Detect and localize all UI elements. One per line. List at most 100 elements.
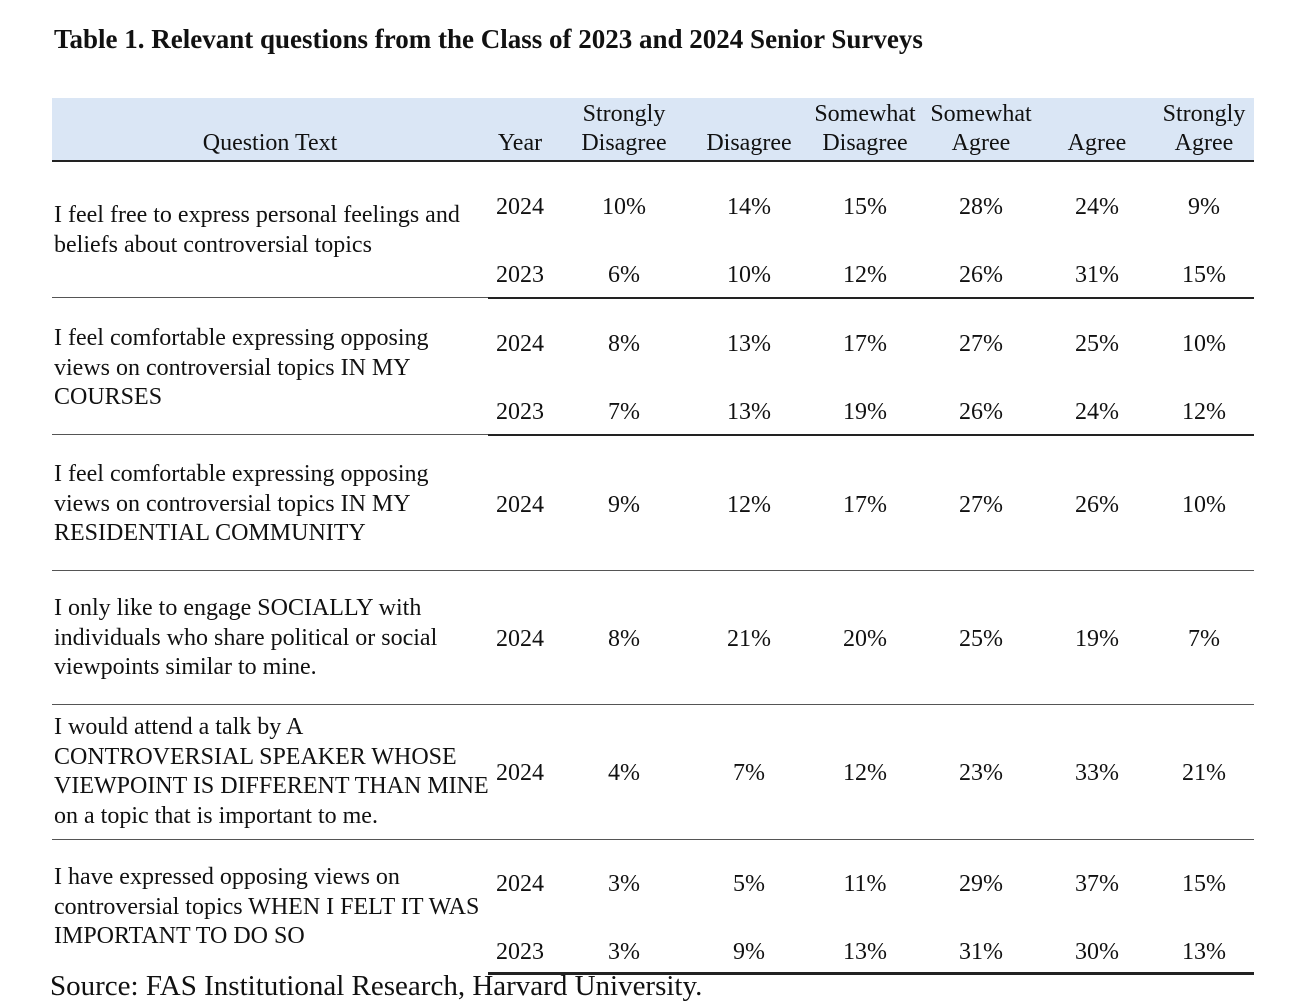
disagree-cell: 13% bbox=[727, 399, 771, 425]
somewhat-disagree-cell: 17% bbox=[843, 492, 887, 518]
table-title: Table 1. Relevant questions from the Cla… bbox=[54, 24, 923, 54]
strongly-agree-cell: 10% bbox=[1182, 492, 1226, 518]
year-cell: 2023 bbox=[496, 399, 544, 425]
header-disagree: Disagree bbox=[706, 130, 792, 156]
header-question-text: Question Text bbox=[202, 130, 338, 156]
strongly-disagree-cell: 4% bbox=[608, 760, 640, 786]
question-text: I feel comfortable expressing opposing v… bbox=[54, 325, 429, 410]
question-text: I would attend a talk by A CONTROVERSIAL… bbox=[54, 714, 489, 829]
strongly-disagree-cell: 8% bbox=[608, 331, 640, 357]
year-cell: 2024 bbox=[496, 760, 544, 786]
table-row: 2024 9% 12% 17% 27% 26% 10% bbox=[52, 490, 1254, 520]
header-somewhat-agree-line1: Somewhat bbox=[930, 101, 1032, 127]
header-strongly-disagree: Strongly Disagree bbox=[566, 100, 682, 158]
agree-cell: 33% bbox=[1075, 760, 1119, 786]
question-group: I would attend a talk by A CONTROVERSIAL… bbox=[52, 705, 1254, 840]
somewhat-agree-cell: 28% bbox=[959, 194, 1003, 220]
somewhat-agree-cell: 27% bbox=[959, 331, 1003, 357]
strongly-disagree-cell: 10% bbox=[602, 194, 646, 220]
question-text: I feel comfortable expressing opposing v… bbox=[54, 461, 429, 546]
agree-cell: 31% bbox=[1075, 262, 1119, 288]
header-strongly-disagree-line1: Strongly bbox=[582, 101, 666, 127]
header-strongly-agree: Strongly Agree bbox=[1154, 100, 1254, 158]
agree-cell: 37% bbox=[1075, 871, 1119, 897]
question-text: I feel free to express personal feelings… bbox=[54, 202, 460, 258]
year-cell: 2024 bbox=[496, 331, 544, 357]
header-somewhat-agree: Somewhat Agree bbox=[924, 100, 1038, 158]
question-group: I feel free to express personal feelings… bbox=[52, 162, 1254, 299]
disagree-cell: 14% bbox=[727, 194, 771, 220]
agree-cell: 19% bbox=[1075, 626, 1119, 652]
strongly-agree-cell: 10% bbox=[1182, 331, 1226, 357]
year-cell: 2024 bbox=[496, 871, 544, 897]
disagree-cell: 10% bbox=[727, 262, 771, 288]
somewhat-agree-cell: 26% bbox=[959, 399, 1003, 425]
somewhat-agree-cell: 25% bbox=[959, 626, 1003, 652]
table-row: 2024 3% 5% 11% 29% 37% 15% bbox=[52, 869, 1254, 899]
year-cell: 2023 bbox=[496, 939, 544, 965]
agree-cell: 25% bbox=[1075, 331, 1119, 357]
question-text: I have expressed opposing views on contr… bbox=[54, 864, 480, 949]
strongly-disagree-cell: 8% bbox=[608, 626, 640, 652]
agree-cell: 30% bbox=[1075, 939, 1119, 965]
strongly-disagree-cell: 3% bbox=[608, 871, 640, 897]
strongly-disagree-cell: 7% bbox=[608, 399, 640, 425]
strongly-agree-cell: 15% bbox=[1182, 262, 1226, 288]
header-agree: Agree bbox=[1067, 130, 1127, 156]
strongly-agree-cell: 7% bbox=[1188, 626, 1220, 652]
somewhat-disagree-cell: 12% bbox=[843, 760, 887, 786]
table-row: 2024 10% 14% 15% 28% 24% 9% bbox=[52, 192, 1254, 222]
year-cell: 2023 bbox=[496, 262, 544, 288]
table-row: 2024 8% 13% 17% 27% 25% 10% bbox=[52, 329, 1254, 359]
header-somewhat-disagree: Somewhat Disagree bbox=[808, 100, 922, 158]
year-cell: 2024 bbox=[496, 194, 544, 220]
somewhat-disagree-cell: 11% bbox=[843, 871, 887, 897]
somewhat-disagree-cell: 20% bbox=[843, 626, 887, 652]
table-row: 2023 7% 13% 19% 26% 24% 12% bbox=[52, 397, 1254, 427]
header-somewhat-disagree-line2: Disagree bbox=[822, 130, 908, 156]
question-group: I feel comfortable expressing opposing v… bbox=[52, 435, 1254, 571]
strongly-agree-cell: 13% bbox=[1182, 939, 1226, 965]
agree-cell: 24% bbox=[1075, 194, 1119, 220]
source-note: Source: FAS Institutional Research, Harv… bbox=[50, 970, 703, 1002]
table-header: Question Text Year Strongly Disagree Dis… bbox=[52, 98, 1254, 162]
header-somewhat-agree-line2: Agree bbox=[951, 130, 1011, 156]
strongly-agree-cell: 9% bbox=[1188, 194, 1220, 220]
header-strongly-agree-line1: Strongly bbox=[1162, 101, 1246, 127]
somewhat-disagree-cell: 12% bbox=[843, 262, 887, 288]
disagree-cell: 13% bbox=[727, 331, 771, 357]
header-strongly-disagree-line2: Disagree bbox=[581, 130, 667, 156]
disagree-cell: 5% bbox=[733, 871, 765, 897]
table-row: 2023 3% 9% 13% 31% 30% 13% bbox=[52, 937, 1254, 967]
strongly-agree-cell: 12% bbox=[1182, 399, 1226, 425]
question-group: I have expressed opposing views on contr… bbox=[52, 840, 1254, 975]
disagree-cell: 12% bbox=[727, 492, 771, 518]
year-cell: 2024 bbox=[496, 626, 544, 652]
survey-table: Question Text Year Strongly Disagree Dis… bbox=[52, 98, 1254, 975]
somewhat-disagree-cell: 17% bbox=[843, 331, 887, 357]
somewhat-disagree-cell: 13% bbox=[843, 939, 887, 965]
table-row: 2023 6% 10% 12% 26% 31% 15% bbox=[52, 260, 1254, 290]
question-text: I only like to engage SOCIALLY with indi… bbox=[54, 595, 438, 680]
disagree-cell: 21% bbox=[727, 626, 771, 652]
header-year: Year bbox=[497, 130, 543, 156]
somewhat-agree-cell: 29% bbox=[959, 871, 1003, 897]
disagree-cell: 9% bbox=[733, 939, 765, 965]
somewhat-disagree-cell: 15% bbox=[843, 194, 887, 220]
somewhat-agree-cell: 26% bbox=[959, 262, 1003, 288]
somewhat-disagree-cell: 19% bbox=[843, 399, 887, 425]
question-group: I feel comfortable expressing opposing v… bbox=[52, 298, 1254, 436]
somewhat-agree-cell: 23% bbox=[959, 760, 1003, 786]
strongly-disagree-cell: 6% bbox=[608, 262, 640, 288]
agree-cell: 24% bbox=[1075, 399, 1119, 425]
strongly-disagree-cell: 3% bbox=[608, 939, 640, 965]
header-somewhat-disagree-line1: Somewhat bbox=[814, 101, 916, 127]
disagree-cell: 7% bbox=[733, 760, 765, 786]
somewhat-agree-cell: 31% bbox=[959, 939, 1003, 965]
agree-cell: 26% bbox=[1075, 492, 1119, 518]
strongly-agree-cell: 21% bbox=[1182, 760, 1226, 786]
strongly-agree-cell: 15% bbox=[1182, 871, 1226, 897]
header-strongly-agree-line2: Agree bbox=[1174, 130, 1234, 156]
question-group: I only like to engage SOCIALLY with indi… bbox=[52, 571, 1254, 705]
somewhat-agree-cell: 27% bbox=[959, 492, 1003, 518]
